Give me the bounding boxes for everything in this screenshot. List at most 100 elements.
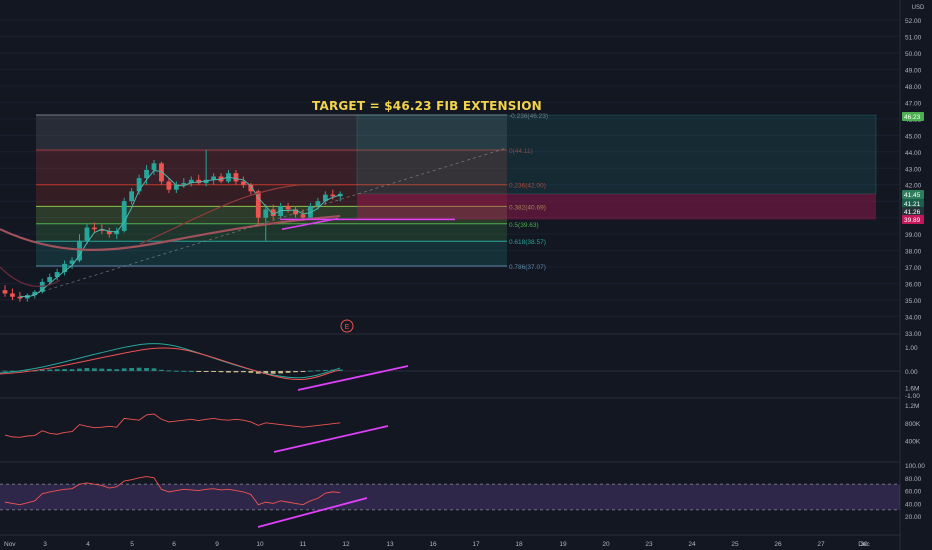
macd-histogram-bar [2,370,8,372]
candle-body [136,178,142,192]
candle-body [92,227,97,230]
volume-axis-label: 1.6M [905,386,919,393]
price-badge [902,215,924,224]
macd-histogram-bar [69,369,75,371]
price-badge [902,112,924,121]
candle-body [129,191,135,202]
macd-line [0,343,341,379]
candle-body [173,184,179,190]
candle-body [159,163,164,182]
fib-level-label: 0.786(37.07) [509,264,546,271]
price-tick-label: 52.00 [905,18,922,25]
candle-body [270,209,276,217]
time-axis-label: 25 [731,541,739,548]
candle-body [233,173,239,182]
rsi-axis-label: 100.00 [905,463,925,470]
macd-divergence-line [297,365,409,391]
earnings-event-icon [340,319,354,333]
fib-level-label: 0.618(38.57) [509,239,546,246]
rsi-divergence-line [257,497,368,528]
macd-histogram-bar [248,371,254,373]
target-zone [356,114,877,195]
candle-body [308,206,313,218]
macd-histogram-bar [92,368,97,371]
price-badge-label: 41.45 [904,192,921,199]
candle-body [315,201,321,207]
macd-histogram-bar [322,369,328,371]
macd-histogram-bar [315,370,321,372]
macd-histogram-bar [62,369,67,371]
price-tick-label: 36.00 [905,282,922,289]
macd-axis-label: 0.00 [905,369,918,376]
time-axis-label: 10 [256,541,264,548]
macd-histogram-bar [136,367,142,371]
macd-histogram-bar [166,370,172,372]
macd-histogram-bar [308,370,313,372]
time-axis-label: 12 [342,541,350,548]
macd-histogram-bar [54,369,60,371]
macd-histogram-bar [255,371,261,374]
macd-histogram-bar [285,371,291,373]
price-tick-label: 47.00 [905,100,922,107]
volume-divergence-line [273,425,389,453]
price-tick-label: 43.00 [905,166,922,173]
candle-body [10,293,15,297]
candle-body [144,169,149,179]
macd-histogram-bar [337,369,343,371]
price-badge [902,190,924,199]
time-axis-label: 6 [172,541,176,548]
price-badge-label: 46.23 [904,114,921,121]
macd-histogram-bar [114,369,120,371]
macd-histogram-bar [47,369,53,371]
time-axis-label: 30 [860,541,868,548]
macd-histogram-bar [77,368,82,371]
price-tick-label: 37.00 [905,265,922,272]
time-axis-label: 20 [602,541,610,548]
fib-zone [36,223,507,242]
fib-level-label: 0.236(42.00) [509,183,546,190]
currency-label: USD [912,5,925,11]
time-axis-label: 26 [774,541,782,548]
candle-body [241,181,246,185]
ma-long-line [0,214,341,251]
macd-histogram-bar [10,370,15,372]
candle-body [2,290,8,294]
candle-body [17,296,23,299]
earnings-event-label: E [345,324,350,331]
macd-histogram-bar [218,371,224,373]
candle-body [248,184,254,192]
macd-axis-label: -1.00 [905,393,920,400]
candle-body [106,230,112,235]
macd-histogram-bar [196,371,202,372]
fib-zone [36,115,507,150]
candle-body [121,201,127,231]
price-badge-label: 41.21 [904,201,921,208]
price-badge-label: 41.26 [904,209,921,216]
ma-mid-line [139,184,340,245]
volume-line [4,413,341,438]
candle-body [62,263,67,273]
price-badge [902,207,924,216]
price-tick-label: 51.00 [905,34,922,41]
candle-body [181,183,187,185]
price-tick-label: 48.00 [905,84,922,91]
macd-histogram-bar [270,371,276,374]
volume-axis-label: 400K [905,438,921,445]
time-axis-label: 9 [215,541,219,548]
time-axis-label: 5 [130,541,134,548]
macd-histogram-bar [39,369,45,371]
rsi-axis-label: 60.00 [905,489,922,496]
time-axis-label: 16 [429,541,437,548]
candle-body [151,163,157,170]
macd-histogram-bar [226,371,231,373]
candle-body [69,260,75,264]
fib-level-label: 0(44.11) [509,148,533,155]
macd-histogram-bar [211,371,216,372]
macd-histogram-bar [278,371,284,374]
time-axis-label: Nov [4,541,16,548]
price-badge [902,199,924,208]
candle-body [211,176,216,180]
time-axis-label: 19 [559,541,567,548]
price-tick-label: 50.00 [905,51,922,58]
